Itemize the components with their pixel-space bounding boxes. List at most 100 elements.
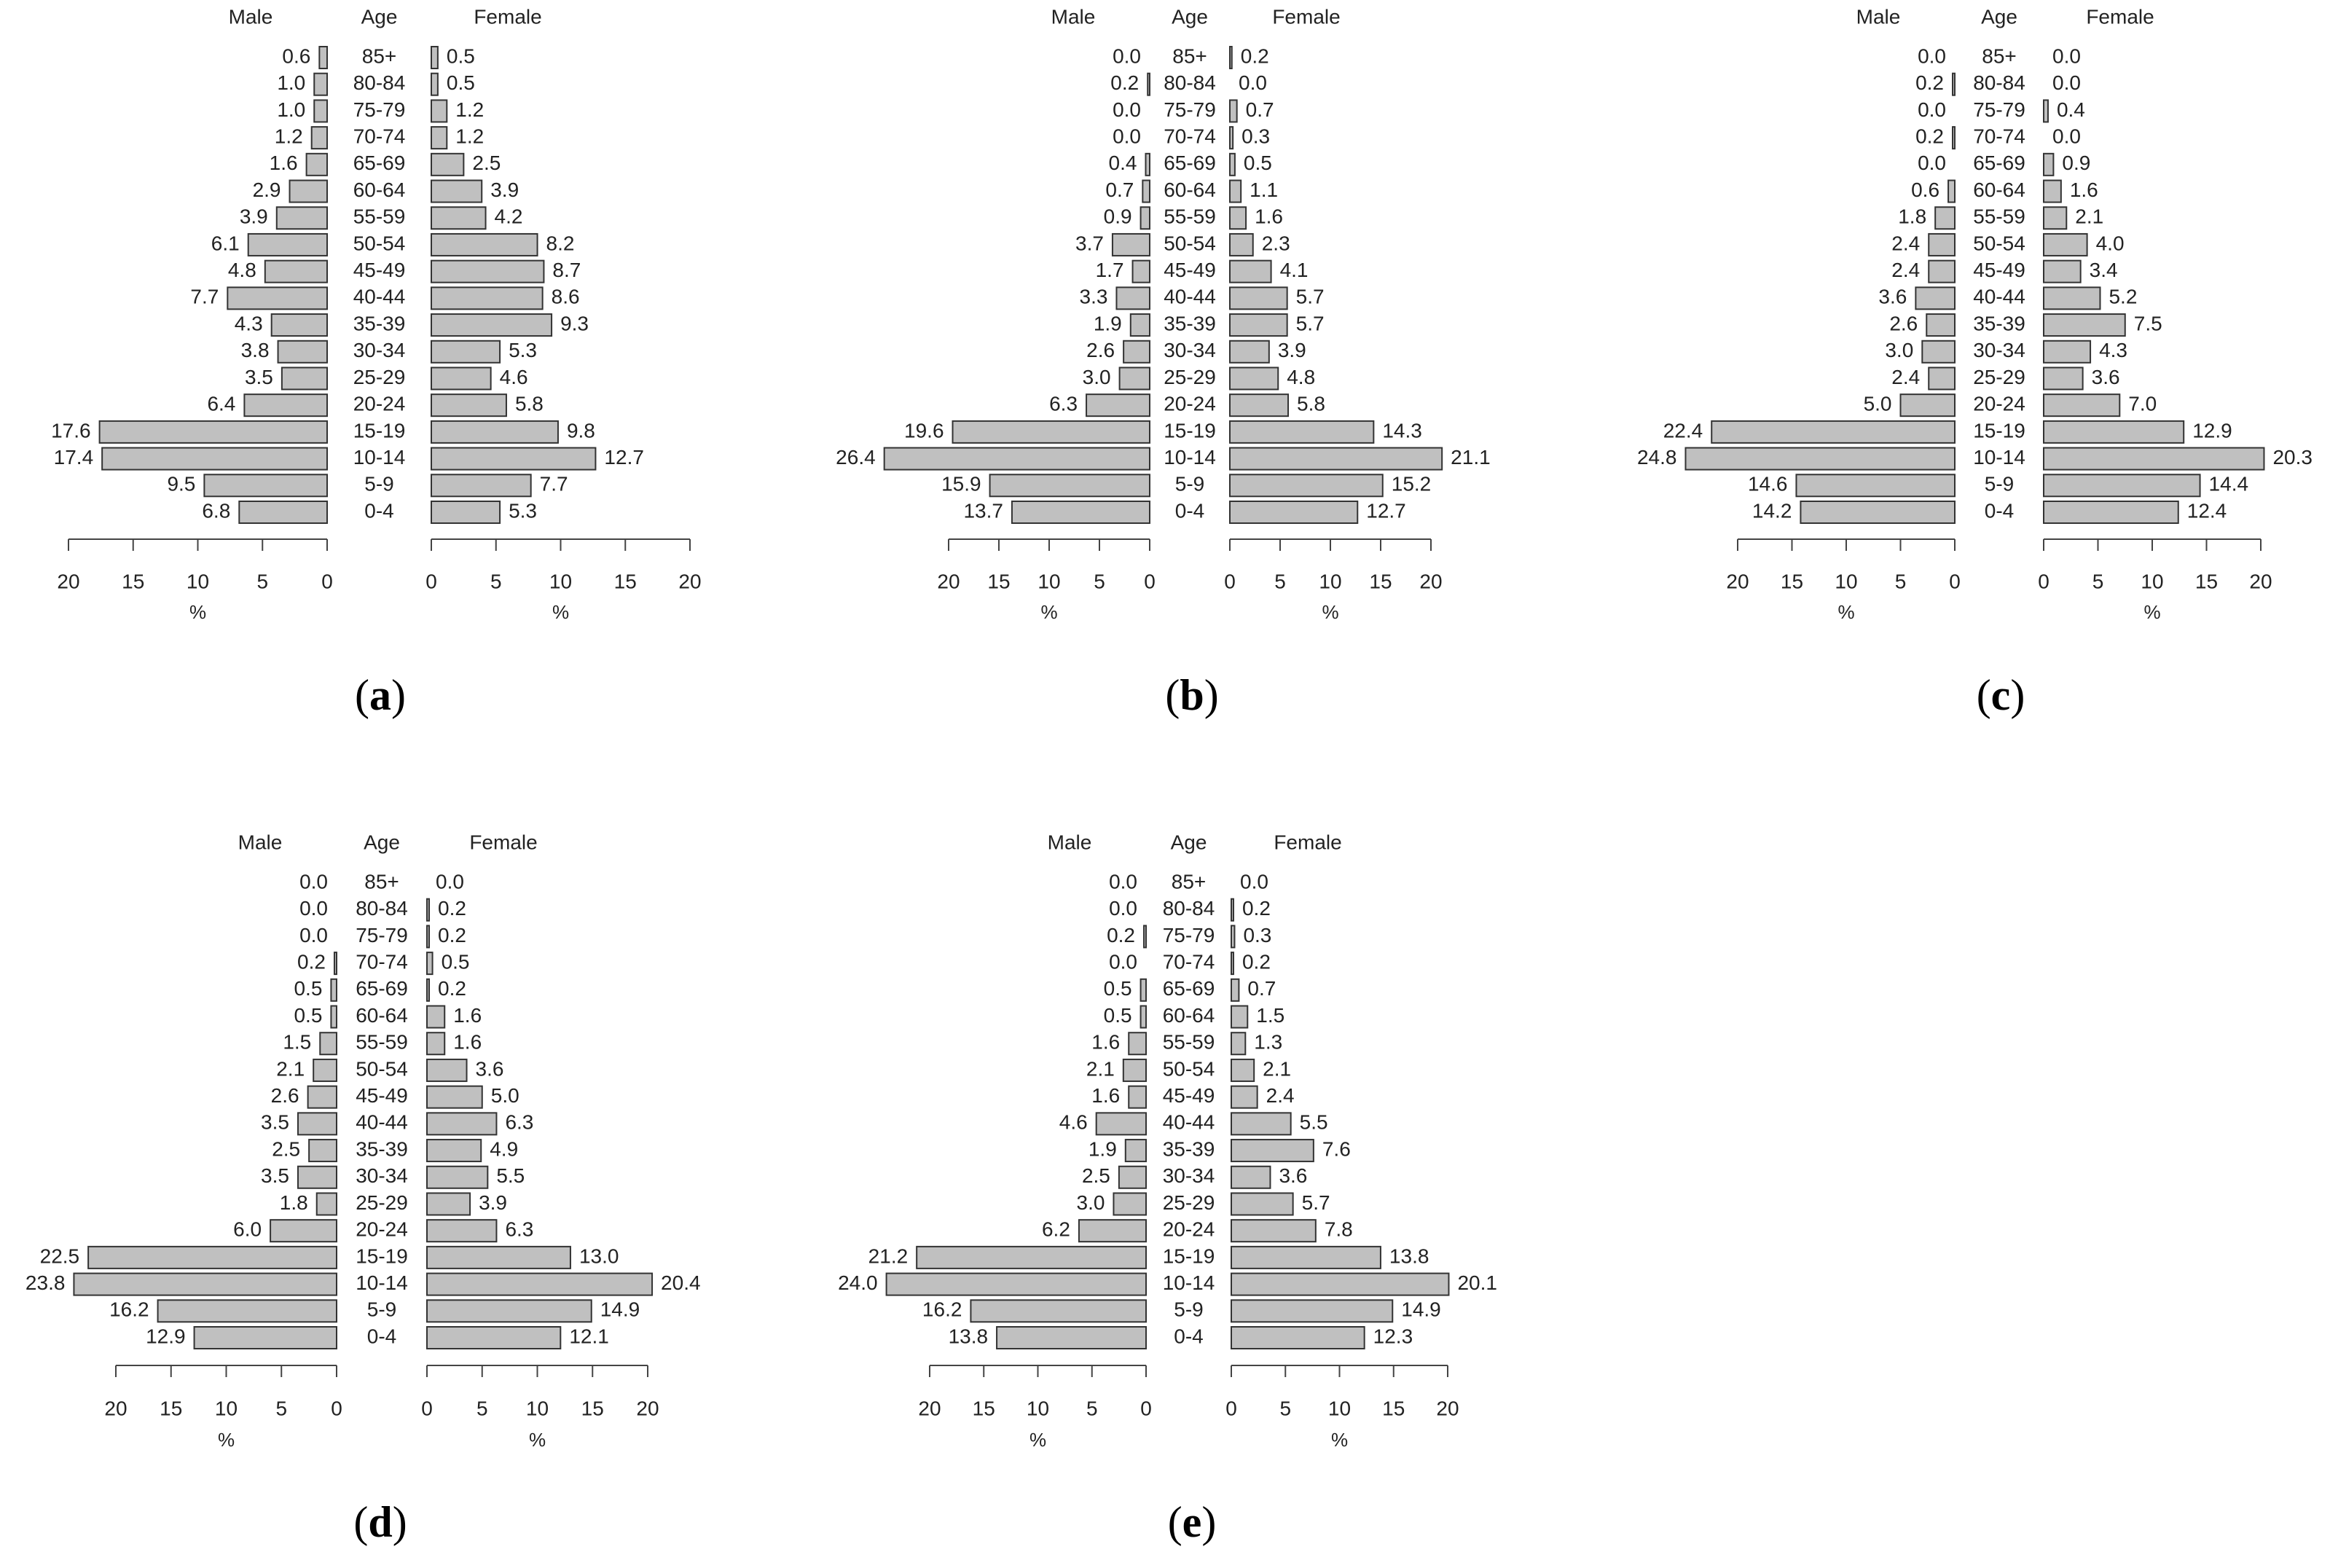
female-value-label: 0.5 — [447, 71, 475, 94]
female-value-label: 0.0 — [1239, 71, 1267, 94]
female-tick-label: 5 — [1279, 1397, 1291, 1419]
male-value-label: 3.0 — [1885, 339, 1913, 361]
male-title: Male — [1856, 5, 1901, 28]
male-value-label: 3.0 — [1077, 1191, 1105, 1214]
female-value-label: 5.8 — [515, 393, 544, 415]
female-value-label: 9.3 — [560, 312, 589, 334]
female-tick-label: 5 — [2092, 570, 2104, 592]
female-tick-label: 15 — [1369, 570, 1392, 592]
female-value-label: 2.3 — [1262, 232, 1290, 254]
male-tick-label: 15 — [987, 570, 1010, 592]
male-bar-25-29 — [1928, 366, 1956, 391]
male-bar-15-19 — [916, 1245, 1148, 1269]
female-bar-10-14 — [2043, 447, 2265, 471]
male-value-label: 0.7 — [1105, 179, 1134, 201]
female-bar-45-49 — [1231, 1085, 1258, 1109]
female-value-label: 0.7 — [1247, 977, 1276, 1000]
female-value-label: 0.3 — [1242, 125, 1270, 148]
female-value-label: 2.5 — [472, 152, 501, 174]
male-title: Male — [229, 5, 273, 28]
female-value-label: 8.6 — [552, 286, 580, 308]
female-bar-35-39 — [426, 1139, 482, 1163]
female-bar-45-49 — [426, 1085, 483, 1109]
age-group-label: 40-44 — [1973, 286, 2025, 308]
male-bar-5-9 — [1795, 474, 1956, 498]
panel-caption: (d) — [353, 1498, 407, 1546]
female-bar-75-79 — [431, 99, 448, 123]
female-bar-25-29 — [1231, 1192, 1294, 1216]
male-bar-70-74 — [1952, 126, 1956, 150]
male-bar-40-44 — [1115, 286, 1150, 310]
age-group-label: 35-39 — [353, 312, 406, 334]
female-axis-label: % — [1322, 601, 1338, 623]
male-bar-50-54 — [313, 1058, 337, 1082]
age-group-label: 65-69 — [1164, 152, 1216, 174]
male-value-label: 0.5 — [1104, 977, 1132, 1000]
male-value-label: 6.8 — [202, 499, 230, 522]
age-group-label: 70-74 — [1164, 125, 1216, 148]
male-value-label: 1.7 — [1096, 259, 1124, 281]
female-tick-label: 20 — [1419, 570, 1442, 592]
male-bar-45-49 — [1131, 259, 1151, 283]
male-value-label: 12.9 — [146, 1325, 186, 1347]
male-value-label: 6.1 — [211, 232, 240, 254]
female-bar-85+ — [1229, 46, 1233, 69]
pyramid-panel-e: Male Age Female 13.8 12.3 0-4 16.2 14.9 5-9 24.0 2… — [838, 831, 1497, 1545]
female-bar-15-19 — [431, 420, 559, 444]
age-group-label: 85+ — [1982, 44, 2017, 67]
age-group-label: 80-84 — [1163, 897, 1215, 920]
female-tick-label: 0 — [421, 1397, 433, 1419]
female-bar-75-79 — [426, 925, 431, 949]
female-value-label: 0.3 — [1243, 924, 1271, 946]
male-bar-5-9 — [203, 474, 328, 498]
female-tick-label: 5 — [476, 1397, 488, 1419]
male-bar-40-44 — [1915, 286, 1956, 310]
female-bar-55-59 — [1231, 1032, 1247, 1056]
male-title: Male — [1048, 831, 1092, 853]
female-value-label: 0.7 — [1246, 98, 1274, 121]
female-value-label: 2.1 — [1263, 1057, 1291, 1080]
male-tick-label: 10 — [215, 1397, 238, 1419]
female-bar-5-9 — [1231, 1299, 1394, 1323]
female-tick-label: 20 — [636, 1397, 659, 1419]
pyramid-panel-c: Male Age Female 14.2 12.4 0-4 14.6 14.4 5-9 24.8 2… — [1637, 5, 2313, 718]
male-bar-55-59 — [1128, 1032, 1147, 1056]
age-group-label: 60-64 — [1973, 179, 2025, 201]
male-bar-65-69 — [1139, 978, 1147, 1002]
male-bar-10-14 — [885, 1272, 1147, 1296]
male-tick-label: 0 — [321, 570, 333, 592]
female-value-label: 12.9 — [2192, 419, 2232, 442]
female-value-label: 9.8 — [567, 419, 595, 442]
male-tick-label: 20 — [918, 1397, 941, 1419]
female-value-label: 14.3 — [1382, 419, 1422, 442]
male-bar-10-14 — [1684, 447, 1956, 471]
female-value-label: 5.3 — [509, 339, 537, 361]
female-value-label: 5.5 — [1300, 1111, 1328, 1134]
male-value-label: 0.0 — [1113, 44, 1141, 67]
female-bar-60-64 — [426, 1005, 446, 1029]
male-value-label: 3.5 — [245, 366, 273, 388]
male-value-label: 3.8 — [241, 339, 270, 361]
age-group-label: 10-14 — [353, 446, 406, 469]
male-value-label: 6.2 — [1042, 1218, 1070, 1241]
panel-caption: (a) — [355, 671, 406, 719]
female-bar-50-54 — [1231, 1058, 1255, 1082]
female-value-label: 3.6 — [1279, 1164, 1307, 1187]
male-bar-35-39 — [1124, 1139, 1148, 1163]
male-value-label: 17.6 — [51, 419, 91, 442]
female-bar-0-4 — [426, 1326, 562, 1349]
male-bar-80-84 — [1952, 72, 1956, 96]
female-value-label: 0.0 — [2052, 71, 2081, 94]
female-value-label: 0.4 — [2057, 98, 2085, 121]
male-value-label: 0.2 — [1915, 71, 1944, 94]
male-value-label: 4.8 — [228, 259, 256, 281]
male-value-label: 2.6 — [271, 1084, 299, 1107]
female-bar-75-79 — [1231, 925, 1236, 949]
male-bar-20-24 — [1078, 1219, 1148, 1243]
male-value-label: 1.6 — [270, 152, 298, 174]
female-value-label: 15.2 — [1392, 473, 1432, 495]
female-value-label: 12.3 — [1373, 1325, 1413, 1347]
age-group-label: 30-34 — [1973, 339, 2025, 361]
female-bar-50-54 — [2043, 232, 2088, 256]
age-group-label: 60-64 — [1164, 179, 1216, 201]
